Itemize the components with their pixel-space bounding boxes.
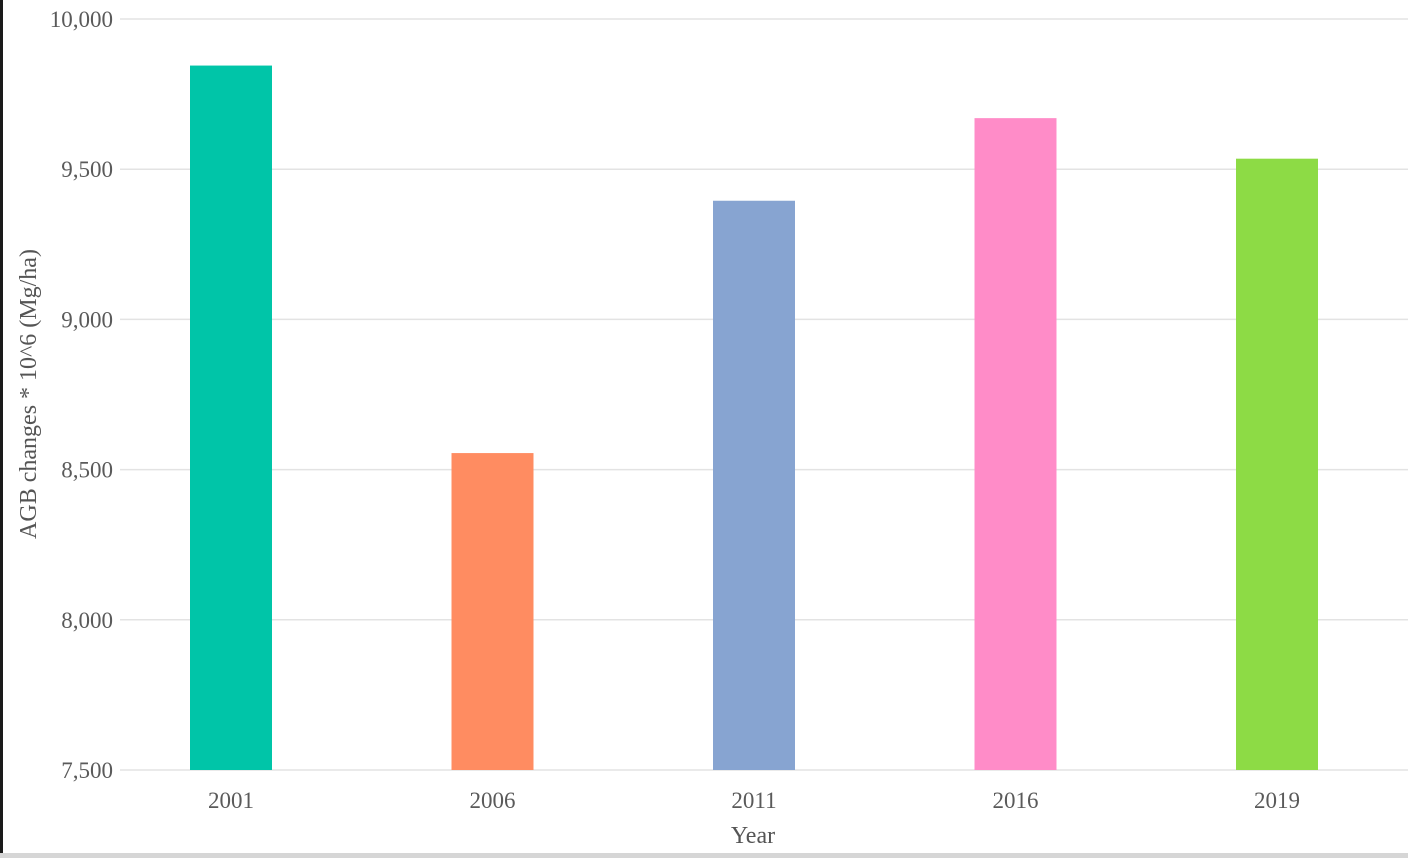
- y-tick-label: 9,500: [61, 157, 113, 182]
- y-tick-label: 8,500: [61, 458, 113, 483]
- y-axis-ticks: 7,500 8,000 8,500 9,000 9,500 10,000: [50, 7, 113, 783]
- bar-2006: [451, 453, 534, 770]
- bar-2011: [713, 200, 795, 770]
- y-tick-label: 9,000: [61, 307, 113, 332]
- x-axis-title: Year: [731, 823, 775, 849]
- y-tick-label: 8,000: [61, 608, 113, 633]
- x-tick-label: 2019: [1254, 788, 1300, 813]
- bar-2019: [1236, 158, 1318, 770]
- bar-2001: [190, 65, 272, 770]
- x-tick-label: 2011: [731, 788, 776, 813]
- gridlines: [120, 18, 1408, 771]
- y-axis-title: AGB changes * 10^6 (Mg/ha): [16, 249, 42, 539]
- x-tick-label: 2001: [208, 788, 254, 813]
- x-tick-label: 2016: [993, 788, 1039, 813]
- bars: [190, 65, 1318, 770]
- y-tick-label: 7,500: [61, 758, 113, 783]
- x-axis-ticks: 2001 2006 2011 2016 2019: [208, 788, 1300, 813]
- y-tick-label: 10,000: [50, 7, 113, 32]
- bar-2016: [974, 118, 1057, 770]
- x-tick-label: 2006: [470, 788, 516, 813]
- window-bottom-border: [0, 853, 1408, 858]
- window-left-border: [0, 0, 3, 858]
